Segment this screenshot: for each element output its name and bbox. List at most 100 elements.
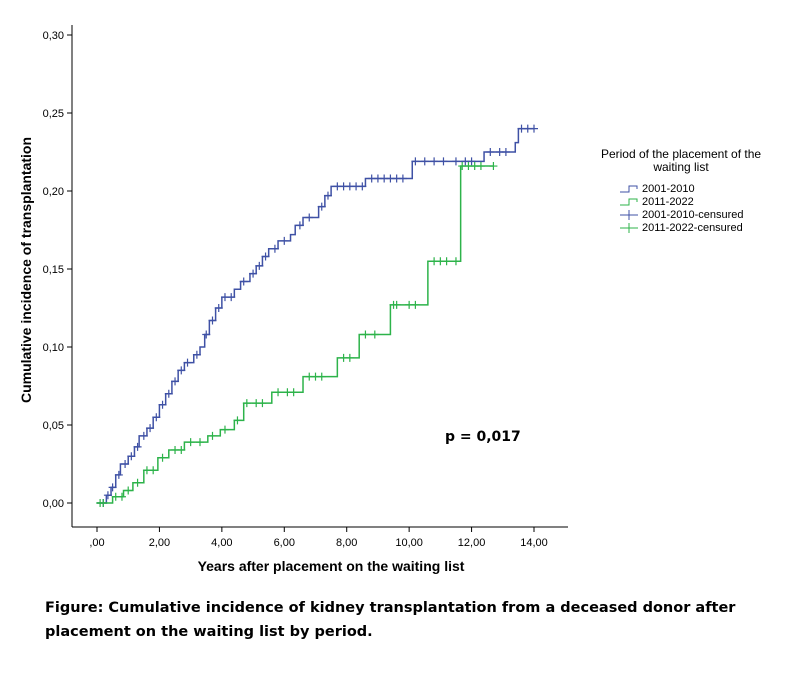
- censor-mark: [208, 431, 217, 440]
- censor-mark: [171, 377, 180, 386]
- censor-mark: [214, 304, 223, 312]
- censor-mark: [501, 148, 510, 156]
- x-tick-label: 14,00: [520, 537, 548, 549]
- censor-mark: [370, 330, 379, 339]
- x-tick-label: 6,00: [274, 537, 295, 549]
- censor-mark: [108, 483, 117, 492]
- x-tick-label: 12,00: [458, 537, 486, 549]
- censor-mark: [411, 300, 420, 309]
- x-tick-label: 2,00: [149, 537, 170, 549]
- x-tick-label: ,00: [89, 537, 104, 549]
- censor-mark: [486, 148, 495, 156]
- censor-mark: [451, 257, 460, 266]
- censor-mark: [420, 157, 429, 166]
- censor-mark: [392, 300, 401, 309]
- censor-mark: [255, 261, 264, 270]
- legend-item: 2011-2022-censured: [618, 221, 766, 234]
- censor-mark: [227, 293, 236, 302]
- x-axis-label: Years after placement on the waiting lis…: [198, 558, 465, 574]
- censor-mark: [121, 460, 130, 468]
- censor-mark: [164, 389, 173, 398]
- censor-mark: [289, 388, 298, 397]
- censor-mark: [358, 182, 367, 191]
- censor-mark: [258, 399, 267, 408]
- censor-mark: [442, 257, 451, 266]
- legend-title: Period of the placement of the waiting l…: [600, 147, 762, 174]
- x-tick-label: 4,00: [211, 537, 232, 549]
- censor-mark: [158, 453, 167, 462]
- censor-mark: [451, 157, 460, 166]
- censor-mark: [439, 157, 448, 166]
- censor-mark: [261, 252, 270, 261]
- y-tick-label: 0,15: [43, 264, 64, 276]
- censor-mark: [208, 316, 217, 325]
- censor-mark: [242, 399, 251, 408]
- figure-caption: Figure: Cumulative incidence of kidney t…: [45, 600, 736, 640]
- censor-mark: [361, 330, 370, 339]
- censor-mark: [411, 157, 420, 166]
- censor-mark: [192, 350, 201, 359]
- censor-mark: [270, 244, 279, 253]
- censor-mark: [127, 452, 136, 461]
- y-tick-label: 0,10: [43, 342, 64, 354]
- legend-item: 2001-2010: [618, 182, 766, 195]
- legend-item: 2001-2010-censured: [618, 208, 766, 221]
- legend-label: 2011-2022: [642, 195, 694, 208]
- x-tick-label: 10,00: [395, 537, 423, 549]
- censor-mark: [305, 213, 314, 222]
- censor-mark: [220, 425, 229, 434]
- censor-mark: [124, 486, 133, 495]
- y-tick-label: 0,25: [43, 108, 64, 120]
- legend-item: 2011-2022: [618, 195, 766, 208]
- legend-label: 2011-2022-censured: [642, 221, 743, 234]
- censor-mark: [177, 445, 186, 454]
- x-tick-label: 8,00: [336, 537, 357, 549]
- censor-mark: [117, 492, 126, 501]
- censor-mark: [149, 466, 158, 475]
- censor-mark: [274, 388, 283, 397]
- p-value-annotation: p = 0,017: [445, 429, 521, 445]
- censor-mark: [345, 353, 354, 362]
- censor-mark: [133, 478, 142, 487]
- censor-mark: [139, 431, 148, 440]
- legend-label: 2001-2010: [642, 182, 695, 195]
- censor-mark: [398, 174, 407, 183]
- cross-icon: [620, 222, 638, 233]
- legend: Period of the placement of the waiting l…: [596, 148, 766, 234]
- y-tick-label: 0,05: [43, 420, 64, 432]
- censor-mark: [489, 162, 498, 171]
- legend-label: 2001-2010-censured: [642, 208, 744, 221]
- y-tick-label: 0,30: [43, 30, 64, 42]
- cross-icon: [620, 209, 638, 220]
- censor-mark: [530, 124, 538, 133]
- series-line-2011-2022: [97, 165, 494, 504]
- censor-mark: [202, 330, 211, 339]
- censor-mark: [476, 162, 485, 171]
- y-tick-label: 0,00: [43, 498, 64, 510]
- step-line-icon: [620, 185, 638, 192]
- censor-mark: [280, 236, 289, 245]
- censor-mark: [323, 191, 332, 200]
- censor-mark: [233, 416, 242, 425]
- censor-mark: [146, 424, 155, 433]
- censor-mark: [249, 269, 258, 278]
- censor-mark: [467, 157, 476, 166]
- censor-mark: [114, 470, 123, 479]
- censor-mark: [177, 366, 186, 375]
- censor-mark: [99, 499, 108, 507]
- censor-mark: [183, 358, 192, 367]
- censor-mark: [158, 400, 167, 409]
- series-line-2001-2010: [97, 127, 534, 504]
- censor-mark: [196, 438, 205, 447]
- censor-mark: [317, 202, 326, 211]
- censor-mark: [239, 277, 248, 286]
- censor-mark: [152, 413, 161, 422]
- y-tick-label: 0,20: [43, 186, 64, 198]
- step-line-icon: [620, 198, 638, 205]
- censor-mark: [295, 221, 304, 230]
- y-axis-label: Cumulative incidence of transplantation: [18, 137, 34, 403]
- censor-mark: [430, 157, 439, 166]
- censor-mark: [103, 491, 112, 500]
- censor-mark: [317, 372, 326, 381]
